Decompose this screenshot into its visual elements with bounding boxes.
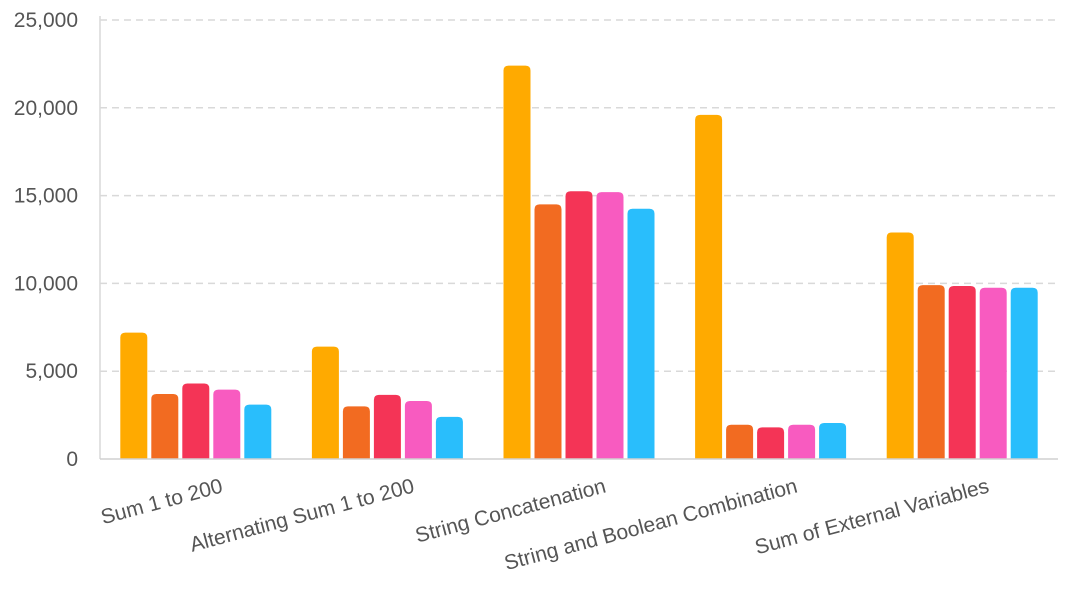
bar-4-3 (979, 287, 1007, 459)
bar-4-1 (917, 285, 945, 459)
bar-0-2 (182, 383, 210, 459)
bar-1-2 (373, 394, 401, 459)
bar-1-3 (404, 401, 432, 459)
bar-3-0 (695, 114, 723, 459)
bar-2-1 (534, 204, 562, 459)
bar-1-1 (342, 406, 370, 459)
bar-2-2 (565, 191, 593, 459)
bar-4-2 (948, 286, 976, 459)
y-tick-label: 10,000 (14, 272, 78, 295)
y-tick-label: 5,000 (25, 360, 78, 383)
bar-1-0 (311, 346, 339, 459)
y-tick-label: 15,000 (14, 185, 78, 208)
bar-3-2 (757, 427, 785, 459)
bar-2-4 (627, 208, 655, 459)
bar-3-3 (788, 424, 816, 459)
bar-3-1 (726, 424, 754, 459)
bar-0-3 (213, 389, 241, 459)
bar-2-0 (503, 65, 531, 459)
x-tick-label: Sum 1 to 200 (98, 475, 225, 530)
bar-2-3 (596, 192, 624, 459)
bar-3-4 (819, 423, 847, 459)
y-axis: 0 5,000 10,000 15,000 20,000 25,000 (14, 9, 101, 471)
bar-0-1 (151, 394, 179, 459)
bar-0-0 (120, 332, 148, 459)
bar-4-4 (1010, 287, 1038, 459)
y-tick-label: 0 (66, 448, 78, 471)
y-tick-label: 20,000 (14, 97, 78, 120)
bars (120, 65, 1038, 459)
bar-4-0 (886, 232, 914, 459)
y-tick-label: 25,000 (14, 9, 78, 32)
bar-1-4 (435, 416, 463, 459)
bar-0-4 (244, 404, 272, 459)
